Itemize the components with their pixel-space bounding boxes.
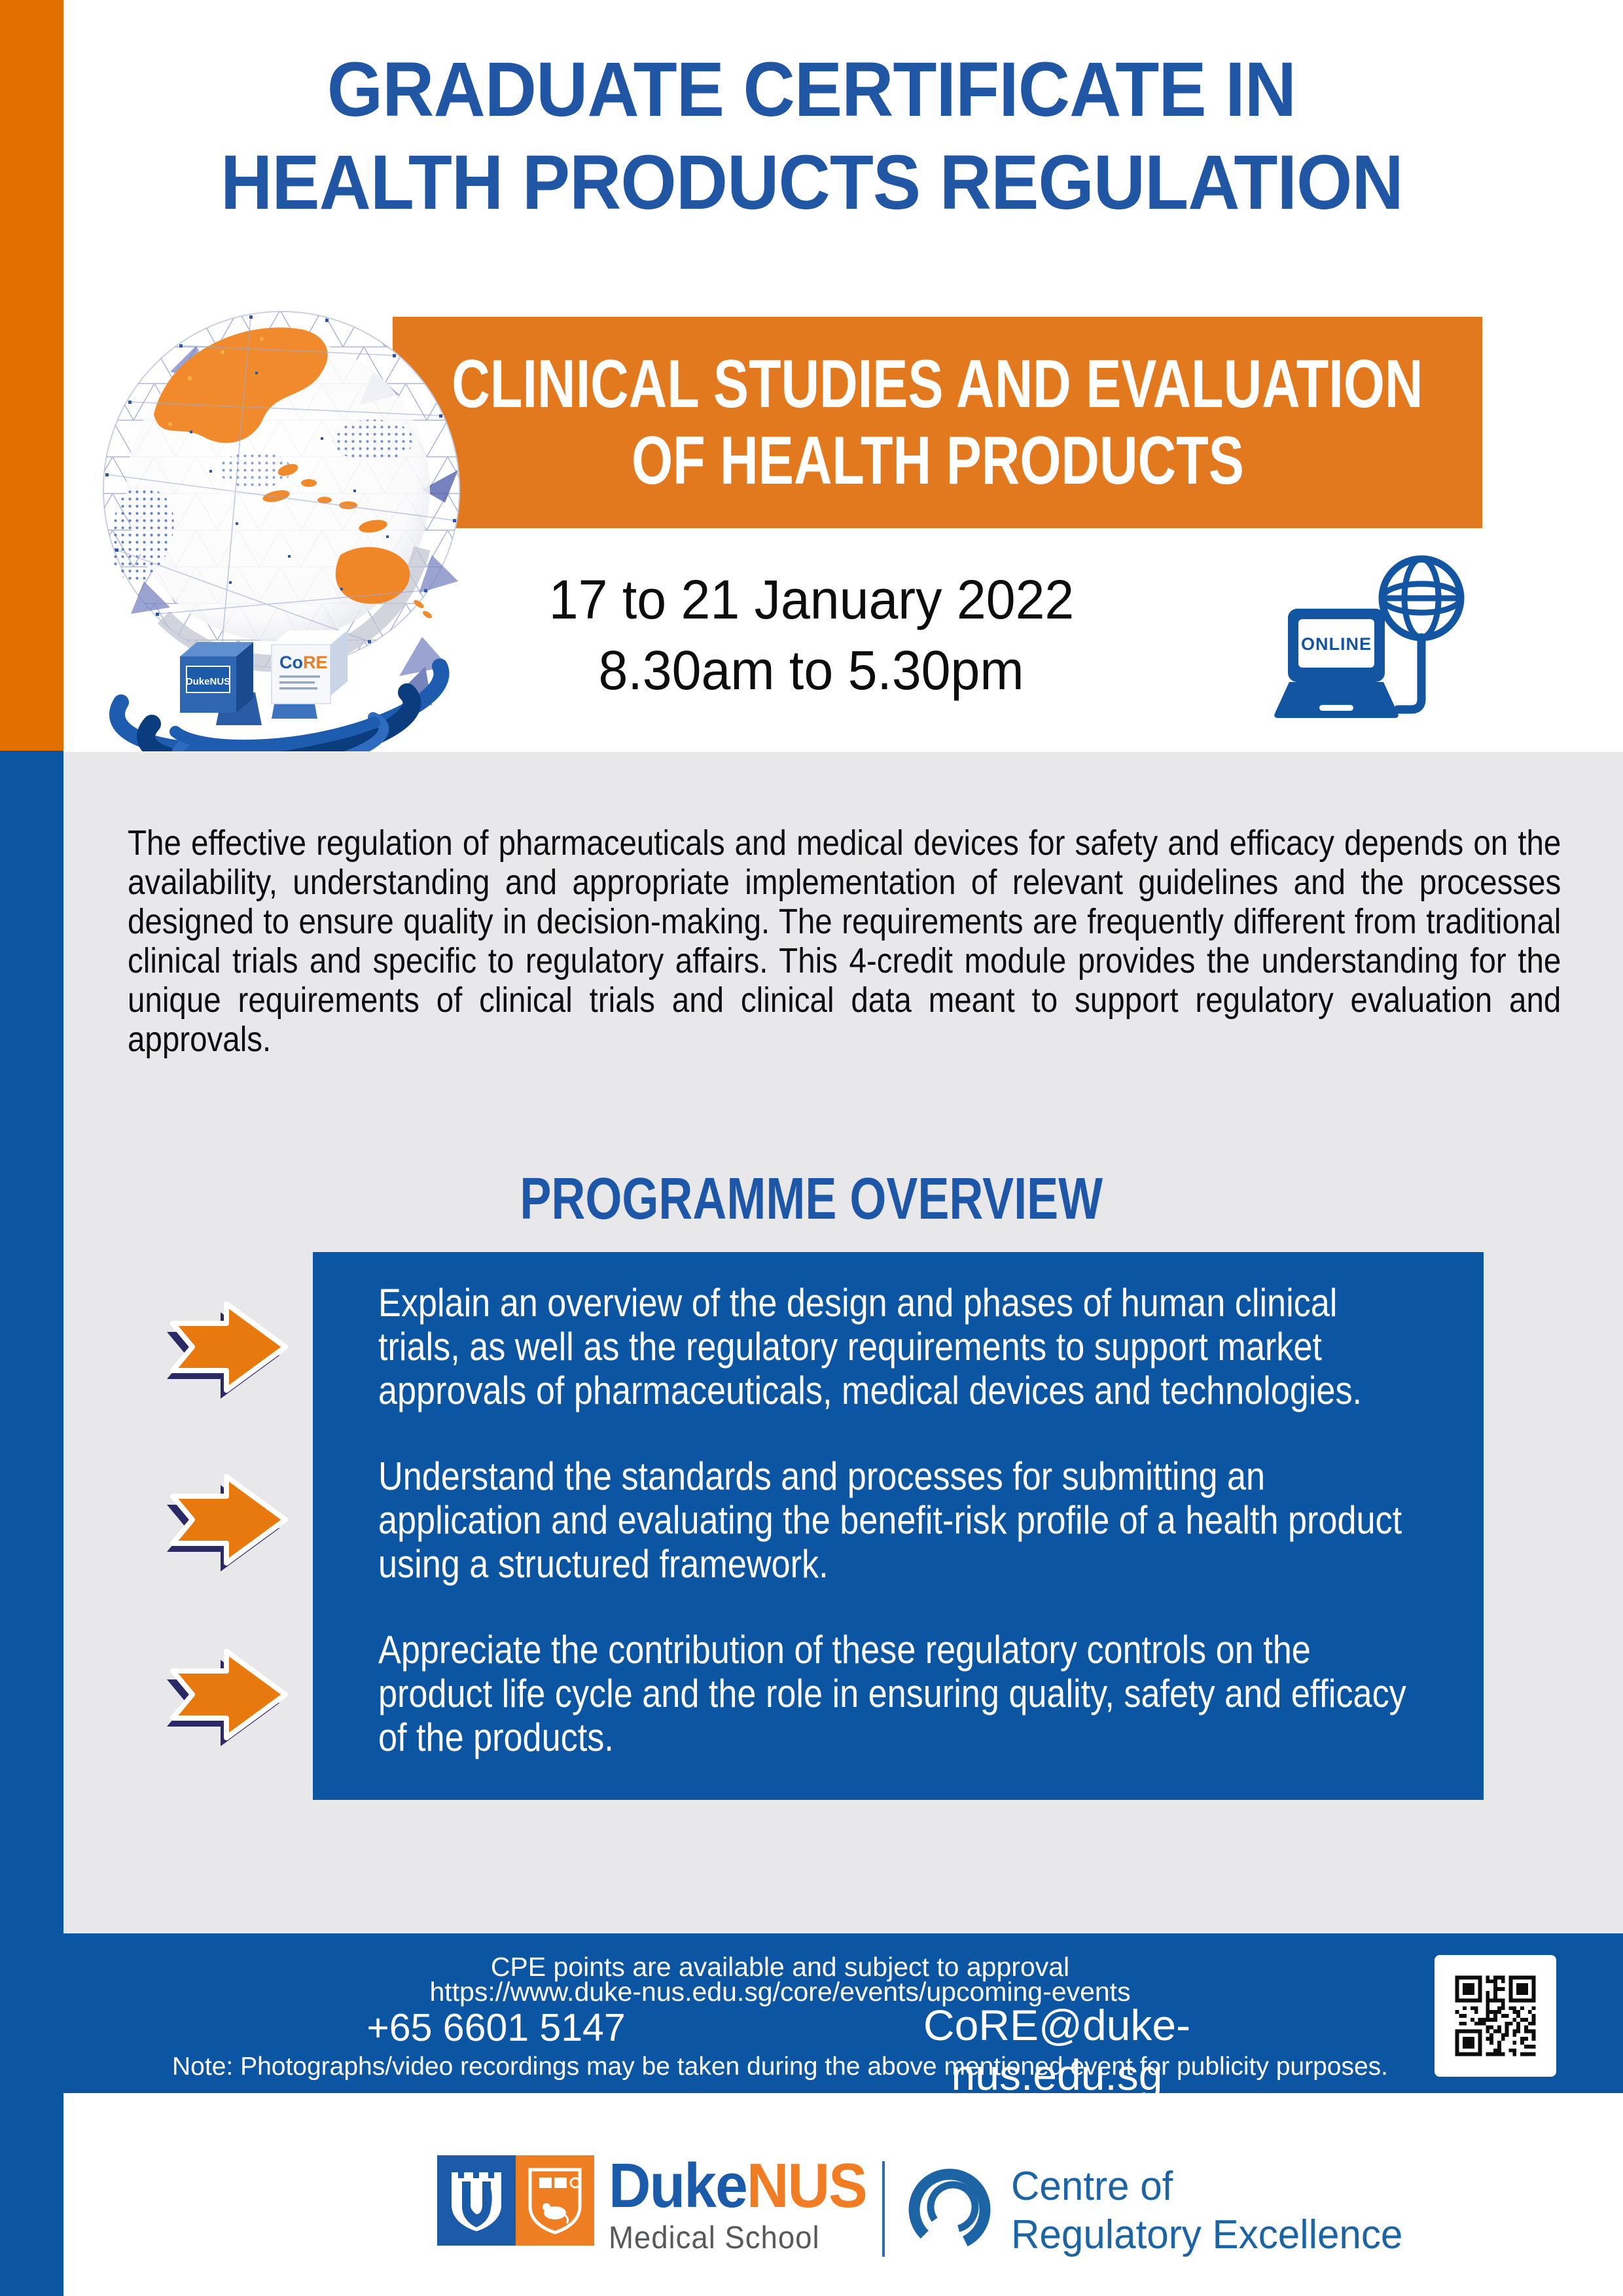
qr-code[interactable] bbox=[1435, 1955, 1556, 2077]
event-time: 8.30am to 5.30pm bbox=[598, 639, 1025, 701]
core-logo-icon bbox=[908, 2168, 991, 2251]
event-schedule: 17 to 21 January 2022 8.30am to 5.30pm bbox=[63, 564, 1560, 706]
contact-strip bbox=[0, 1933, 1623, 2093]
contact-phone-text[interactable]: +65 6601 5147 bbox=[366, 2006, 626, 2049]
page-title: GRADUATE CERTIFICATE IN HEALTH PRODUCTS … bbox=[63, 43, 1560, 229]
online-delivery-icon: ONLINE bbox=[1270, 545, 1512, 747]
learning-objectives-panel: Explain an overview of the design and ph… bbox=[313, 1252, 1484, 1800]
title-line-2: HEALTH PRODUCTS REGULATION bbox=[220, 139, 1404, 226]
core-name-line-2: Regulatory Excellence bbox=[1011, 2212, 1403, 2257]
objective-item: Explain an overview of the design and ph… bbox=[378, 1281, 1428, 1412]
event-dates: 17 to 21 January 2022 bbox=[548, 569, 1075, 630]
cpe-points-text: CPE points are available and subject to … bbox=[490, 1952, 1070, 1982]
globe-cubes: DukeNUS CoRE bbox=[169, 630, 380, 752]
banner-line-1: CLINICAL STUDIES AND EVALUATION bbox=[452, 346, 1423, 422]
module-banner: CLINICAL STUDIES AND EVALUATION OF HEALT… bbox=[393, 317, 1482, 528]
objective-item: Understand the standards and processes f… bbox=[378, 1454, 1428, 1586]
medical-school-text: Medical School bbox=[609, 2221, 820, 2255]
globe-icon: DukeNUS CoRE bbox=[103, 311, 460, 780]
banner-line-2: OF HEALTH PRODUCTS bbox=[631, 422, 1244, 499]
globe-cube-core-co: Co bbox=[279, 653, 303, 672]
globe-cube-core-re: RE bbox=[303, 653, 328, 672]
globe-illustration: DukeNUS CoRE bbox=[92, 274, 468, 780]
dukenus-crest bbox=[437, 2155, 594, 2246]
online-label: ONLINE bbox=[1301, 634, 1372, 654]
programme-overview-heading: PROGRAMME OVERVIEW bbox=[63, 1169, 1560, 1229]
laptop-globe-icon: ONLINE bbox=[1274, 555, 1465, 718]
programme-overview-label: PROGRAMME OVERVIEW bbox=[520, 1166, 1103, 1232]
core-name: Centre of Regulatory Excellence bbox=[1011, 2162, 1415, 2259]
left-edge-orange-bar bbox=[0, 0, 63, 751]
objective-item: Appreciate the contribution of these reg… bbox=[378, 1628, 1428, 1759]
module-description: The effective regulation of pharmaceutic… bbox=[128, 823, 1561, 1059]
title-line-1: GRADUATE CERTIFICATE IN bbox=[327, 46, 1296, 133]
contact-phone[interactable]: +65 6601 5147 bbox=[300, 2005, 692, 2050]
core-logo bbox=[901, 2159, 999, 2257]
logo-divider bbox=[882, 2161, 885, 2257]
contact-email-text[interactable]: CoRE@duke-nus.edu.sg bbox=[923, 2001, 1191, 2099]
qr-code-icon[interactable] bbox=[1440, 1960, 1551, 2072]
publicity-note-text: Note: Photographs/video recordings may b… bbox=[172, 2053, 1388, 2081]
bullet-arrow-icon bbox=[164, 1295, 294, 1399]
core-name-line-1: Centre of bbox=[1011, 2164, 1173, 2209]
objective-text-2: Understand the standards and processes f… bbox=[378, 1454, 1402, 1586]
svg-text:CoRE: CoRE bbox=[279, 653, 328, 672]
bullet-arrow-icon bbox=[164, 1642, 294, 1747]
duke-text: Duke bbox=[609, 2151, 748, 2221]
module-description-text: The effective regulation of pharmaceutic… bbox=[128, 823, 1561, 1059]
publicity-note: Note: Photographs/video recordings may b… bbox=[63, 2053, 1497, 2081]
objective-text-1: Explain an overview of the design and ph… bbox=[378, 1281, 1363, 1412]
contact-email[interactable]: CoRE@duke-nus.edu.sg bbox=[821, 2000, 1293, 2100]
dukenus-wordmark: DukeNUS Medical School bbox=[609, 2153, 885, 2256]
bullet-arrow-icon bbox=[164, 1467, 294, 1572]
globe-cube-dukenus-label: DukeNUS bbox=[186, 676, 230, 687]
events-url-text[interactable]: https://www.duke-nus.edu.sg/core/events/… bbox=[429, 1977, 1131, 2007]
events-url[interactable]: https://www.duke-nus.edu.sg/core/events/… bbox=[63, 1977, 1497, 2007]
cpe-points-note: CPE points are available and subject to … bbox=[63, 1952, 1497, 1982]
objective-text-3: Appreciate the contribution of these reg… bbox=[378, 1628, 1406, 1759]
dukenus-crest-icon bbox=[437, 2155, 594, 2246]
nus-text: NUS bbox=[746, 2151, 868, 2221]
globe-landmass bbox=[154, 327, 432, 619]
